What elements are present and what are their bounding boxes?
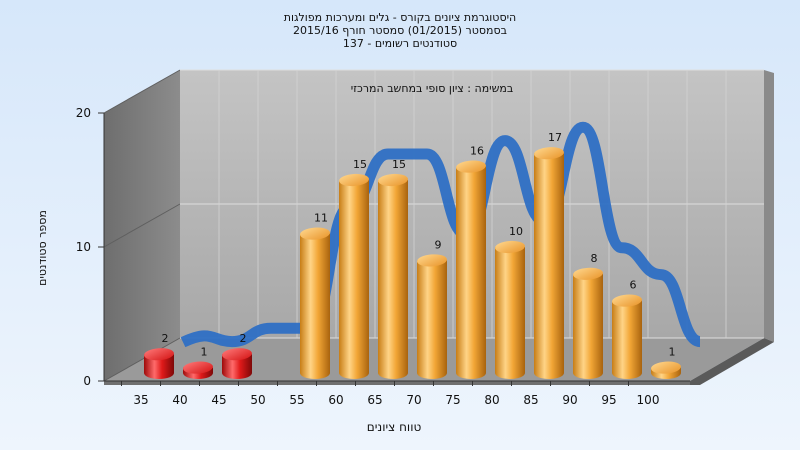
x-tick-label: 95 <box>601 393 616 407</box>
bar-top <box>417 254 447 267</box>
bar-top <box>456 160 486 173</box>
bar-body <box>456 166 486 379</box>
bar-body <box>339 180 369 379</box>
bar-top <box>573 267 603 280</box>
x-tick-label: 100 <box>637 393 660 407</box>
y-axis-ticks: 0 10 20 <box>76 106 104 388</box>
bar-body <box>612 300 642 379</box>
value-label: 6 <box>630 279 637 292</box>
bar-45 <box>222 348 252 379</box>
bar-top <box>495 240 525 254</box>
value-label: 2 <box>240 332 247 345</box>
value-label: 16 <box>470 145 484 158</box>
x-axis-ticks: 35 40 45 50 55 60 65 70 75 80 85 90 95 100 <box>121 381 660 407</box>
x-tick-label: 85 <box>523 393 538 407</box>
bar-40 <box>183 361 213 379</box>
x-tick-label: 65 <box>367 393 382 407</box>
bar-body <box>300 233 330 379</box>
bar-body <box>222 354 252 379</box>
x-tick-label: 75 <box>445 393 460 407</box>
bar-top <box>300 227 330 240</box>
x-tick-label: 35 <box>133 393 148 407</box>
x-tick-label: 40 <box>172 393 187 407</box>
chart-title-line-1: היסטוגרמת ציונים בקורס - גלים ומערכות מפ… <box>284 11 516 24</box>
bar-90 <box>573 267 603 379</box>
y-axis-title: מספר סטודנטים <box>36 210 49 286</box>
chart-floor-side-edge <box>690 338 774 385</box>
side-gridline <box>103 203 181 248</box>
value-label: 2 <box>162 332 169 345</box>
bar-body <box>144 354 174 379</box>
chart-title-line-3: סטודנטים רשומים - 137 <box>343 37 457 50</box>
chart-floor-edge <box>104 381 690 385</box>
value-label: 1 <box>201 346 208 359</box>
value-label: 8 <box>591 252 598 265</box>
value-label: 15 <box>353 158 367 171</box>
value-label: 1 <box>669 346 676 359</box>
bar-85 <box>534 147 564 379</box>
bar-75 <box>456 160 486 379</box>
bar-55 <box>300 227 330 379</box>
bar-top <box>651 361 681 374</box>
bar-top <box>183 361 213 374</box>
bar-body <box>495 247 525 379</box>
bar-60 <box>339 173 369 379</box>
chart-right-rim <box>764 70 774 342</box>
bar-body <box>417 260 447 379</box>
bar-top <box>378 173 408 187</box>
x-tick-label: 50 <box>250 393 265 407</box>
bar-body <box>573 273 603 379</box>
bar-100 <box>651 361 681 379</box>
y-tick-label: 20 <box>76 106 91 120</box>
bar-65 <box>378 173 408 379</box>
x-tick-label: 80 <box>484 393 499 407</box>
x-tick-label: 70 <box>406 393 421 407</box>
bar-95 <box>612 294 642 379</box>
x-tick-label: 90 <box>562 393 577 407</box>
bar-body <box>378 180 408 379</box>
chart-bars <box>144 147 681 379</box>
value-label: 10 <box>509 225 523 238</box>
value-label: 17 <box>548 131 562 144</box>
side-gridline <box>103 69 181 114</box>
x-axis-title: טווח ציונים <box>367 420 422 434</box>
bar-35 <box>144 348 174 379</box>
bar-body <box>534 153 564 379</box>
bar-top <box>144 348 174 361</box>
x-tick-label: 45 <box>211 393 226 407</box>
bar-top <box>534 147 564 160</box>
bar-top <box>222 348 252 361</box>
x-tick-label: 55 <box>289 393 304 407</box>
value-label: 15 <box>392 158 406 171</box>
value-label: 9 <box>435 238 442 251</box>
y-tick-label: 0 <box>83 374 91 388</box>
side-gridline <box>103 337 181 382</box>
chart-subtitle: במשימה : ציון סופי במחשב המרכזי <box>351 82 514 95</box>
bar-top <box>339 173 369 187</box>
chart-value-labels: 2 1 2 11 15 15 9 16 10 17 8 6 1 <box>162 131 676 358</box>
value-label: 11 <box>314 212 328 225</box>
bar-80 <box>495 240 525 379</box>
x-tick-label: 60 <box>328 393 343 407</box>
chart-title-line-2: בסמסטר (01/2015) סמסטר חורף 2015/16 <box>293 24 507 37</box>
bar-70 <box>417 254 447 379</box>
bar-top <box>612 294 642 307</box>
y-tick-label: 10 <box>76 240 91 254</box>
